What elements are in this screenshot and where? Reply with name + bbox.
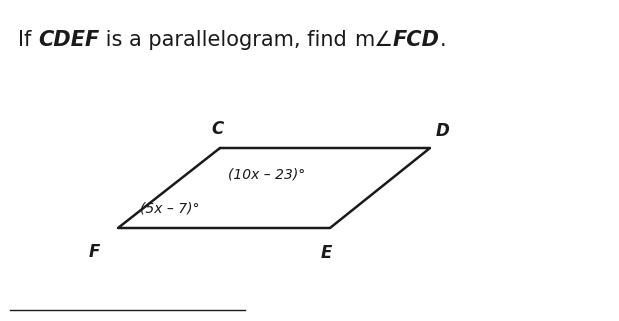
Text: .: . [439, 30, 446, 50]
Text: m∠: m∠ [353, 30, 392, 50]
Text: FCD: FCD [392, 30, 439, 50]
Text: F: F [89, 243, 100, 261]
Text: D: D [436, 122, 450, 140]
Text: C: C [212, 120, 224, 138]
Text: (5x – 7)°: (5x – 7)° [140, 202, 199, 216]
Text: E: E [320, 244, 332, 262]
Text: CDEF: CDEF [38, 30, 99, 50]
Text: If: If [18, 30, 38, 50]
Text: is a parallelogram, find: is a parallelogram, find [99, 30, 353, 50]
Text: (10x – 23)°: (10x – 23)° [228, 168, 305, 182]
